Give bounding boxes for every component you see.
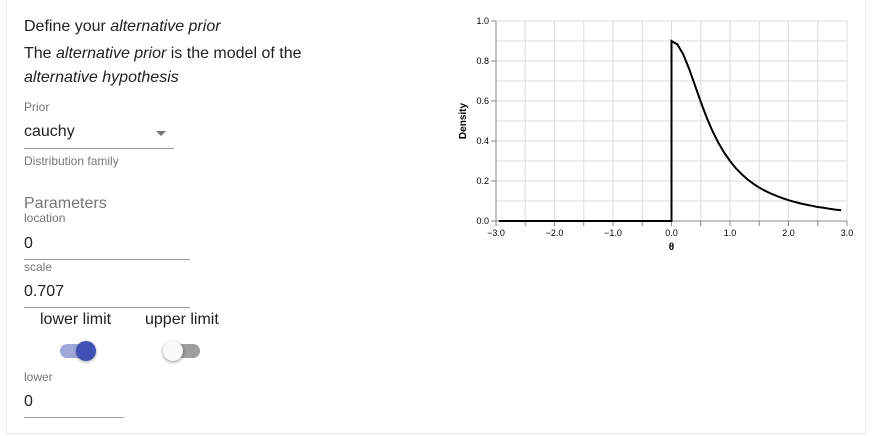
x-tick-label: 2.0: [782, 228, 795, 238]
lower-underline: [24, 417, 124, 418]
intro-emphasis-1: alternative prior: [56, 45, 167, 62]
prior-select-value: cauchy: [24, 123, 75, 140]
intro-part-2: is the model of the: [166, 45, 302, 62]
prior-select[interactable]: cauchy: [24, 121, 174, 149]
x-tick-label: −2.0: [546, 228, 564, 238]
chevron-down-icon: [156, 131, 166, 136]
lower-input[interactable]: 0: [24, 393, 33, 410]
y-tick-label: 0.0: [476, 216, 489, 226]
x-axis-ticks: −3.0 −2.0 −1.0 0.0 1.0 2.0 3.0: [487, 221, 853, 238]
heading-emphasis: alternative prior: [110, 18, 221, 35]
density-chart: −3.0 −2.0 −1.0 0.0 1.0 2.0 3.0 0.0 0.2 0.4 0.6 0.8…: [458, 16, 853, 253]
lower-limit-label: lower limit: [40, 311, 112, 328]
location-label: location: [24, 211, 66, 225]
y-tick-label: 0.4: [476, 136, 489, 146]
y-axis-ticks: 0.0 0.2 0.4 0.6 0.8 1.0: [476, 16, 496, 226]
lower-label: lower: [24, 370, 53, 384]
scale-underline: [24, 307, 190, 308]
density-line: [498, 39, 842, 222]
x-axis-label: θ: [669, 242, 674, 253]
scale-label: scale: [24, 260, 53, 274]
heading-text: Define your: [24, 18, 111, 35]
scale-input[interactable]: 0.707: [24, 283, 65, 300]
y-axis-label: Density: [458, 103, 469, 140]
x-tick-label: −3.0: [487, 228, 505, 238]
y-tick-label: 0.8: [476, 56, 489, 66]
intro-part-1: The: [24, 45, 57, 62]
x-tick-label: 3.0: [841, 228, 854, 238]
section-heading: Define your alternative prior: [24, 18, 221, 36]
y-tick-label: 0.2: [476, 176, 489, 186]
prior-helper-text: Distribution family: [24, 154, 119, 168]
intro-text: The alternative prior is the model of th…: [24, 42, 301, 90]
upper-limit-switch[interactable]: [162, 340, 202, 362]
y-tick-label: 0.6: [476, 96, 489, 106]
y-tick-label: 1.0: [476, 16, 489, 26]
prior-select-underline: [24, 148, 174, 149]
upper-limit-label: upper limit: [145, 311, 219, 328]
intro-emphasis-2: alternative hypothesis: [24, 69, 179, 86]
x-tick-label: 1.0: [724, 228, 737, 238]
x-tick-label: 0.0: [665, 228, 678, 238]
lower-limit-switch[interactable]: [58, 340, 98, 362]
location-input[interactable]: 0: [24, 235, 33, 252]
parameters-title: Parameters: [24, 195, 107, 212]
prior-card: [6, 0, 866, 434]
lower-limit-switch-thumb: [76, 341, 96, 361]
upper-limit-switch-thumb: [163, 341, 183, 361]
x-tick-label: −1.0: [604, 228, 622, 238]
location-underline: [24, 259, 190, 260]
prior-label: Prior: [24, 100, 50, 114]
